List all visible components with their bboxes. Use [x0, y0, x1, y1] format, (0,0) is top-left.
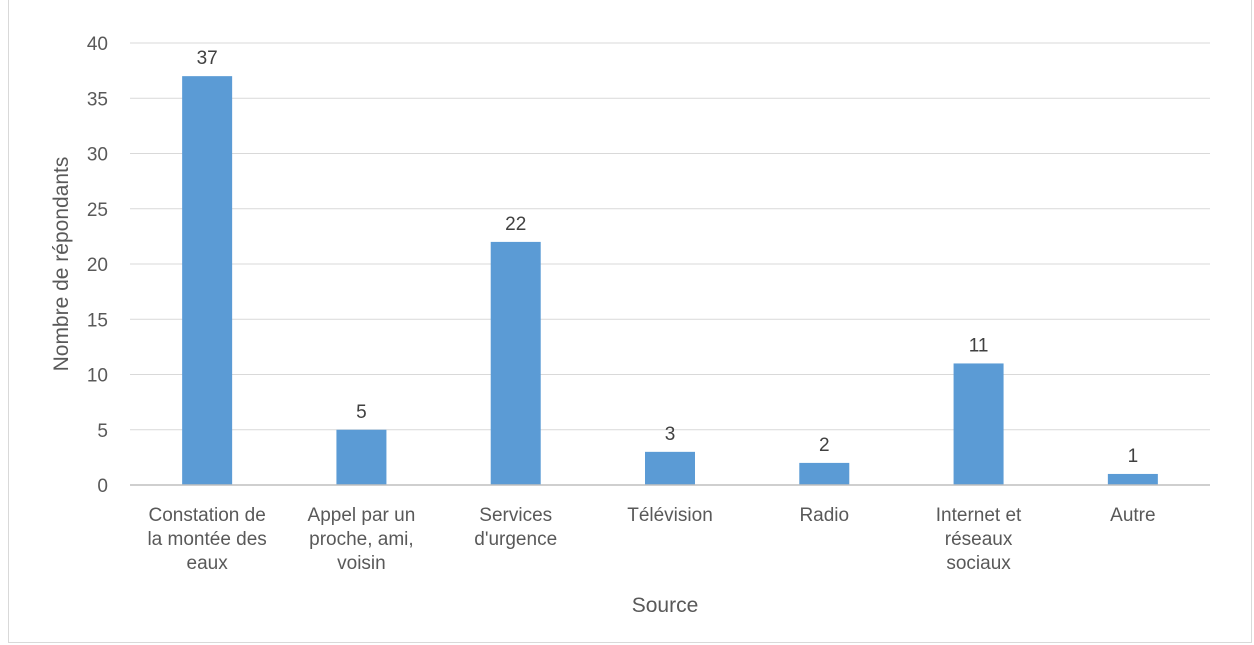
- y-tick-label: 5: [97, 421, 108, 442]
- category-label: Télévision: [627, 505, 713, 526]
- bar: [953, 363, 1004, 485]
- chart-frame: [8, 0, 1252, 643]
- data-label: 37: [197, 48, 218, 69]
- bar: [336, 429, 387, 485]
- y-tick-label: 0: [97, 476, 108, 497]
- y-tick-label: 15: [87, 310, 108, 331]
- category-label: Autre: [1110, 505, 1155, 526]
- y-tick-label: 10: [87, 366, 108, 387]
- category-label: Appel par un: [308, 505, 416, 526]
- bar: [490, 241, 541, 485]
- category-labels: Constation de la montée des eaux Appel par …: [147, 505, 1155, 574]
- y-tick-label: 30: [87, 145, 108, 166]
- y-tick-label: 25: [87, 200, 108, 221]
- data-label: 5: [356, 402, 367, 423]
- category-label: d'urgence: [474, 529, 557, 550]
- category-label: eaux: [187, 553, 229, 574]
- bar: [1107, 473, 1158, 485]
- x-axis-title: Source: [632, 594, 699, 617]
- category-label: réseaux: [945, 529, 1013, 550]
- data-label: 2: [819, 435, 830, 456]
- category-label: Internet et: [936, 505, 1022, 526]
- y-tick-label: 40: [87, 34, 108, 55]
- bars: [182, 76, 1158, 486]
- category-label: proche, ami,: [309, 529, 414, 550]
- data-label: 11: [969, 335, 989, 356]
- category-label: Radio: [799, 505, 849, 526]
- category-label: voisin: [337, 553, 386, 574]
- data-label: 3: [665, 424, 676, 445]
- y-tick-label: 35: [87, 89, 108, 110]
- data-label: 22: [505, 214, 526, 235]
- bar: [645, 451, 695, 485]
- y-tick-label: 20: [87, 255, 108, 276]
- y-axis-title: Nombre de répondants: [50, 157, 73, 372]
- category-label: sociaux: [946, 553, 1011, 574]
- bar: [182, 76, 233, 486]
- category-label: Constation de: [149, 505, 266, 526]
- category-label: la montée des: [147, 529, 266, 550]
- data-label: 1: [1128, 446, 1139, 467]
- y-axis-ticks: 0 5 10 15 20 25 30 35 40: [87, 34, 108, 497]
- gridlines: [130, 42, 1210, 431]
- bar: [799, 462, 850, 485]
- category-label: Services: [479, 505, 552, 526]
